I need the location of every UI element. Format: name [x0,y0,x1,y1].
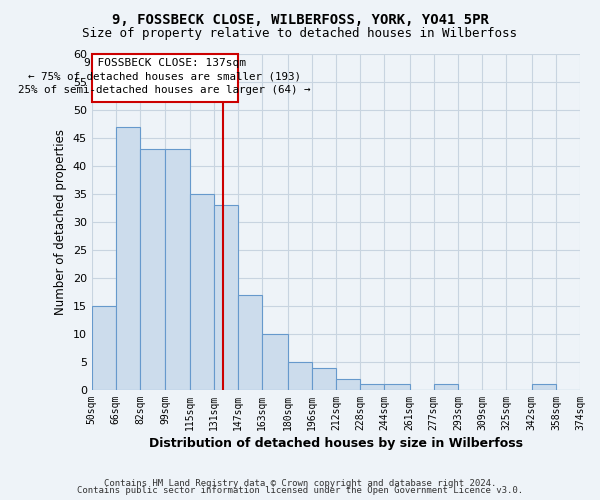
Text: Size of property relative to detached houses in Wilberfoss: Size of property relative to detached ho… [83,28,517,40]
X-axis label: Distribution of detached houses by size in Wilberfoss: Distribution of detached houses by size … [149,437,523,450]
Bar [384,384,410,390]
Bar [238,295,262,390]
Bar [116,127,140,390]
Bar [360,384,384,390]
Text: Contains HM Land Registry data © Crown copyright and database right 2024.: Contains HM Land Registry data © Crown c… [104,478,496,488]
Text: ← 75% of detached houses are smaller (193): ← 75% of detached houses are smaller (19… [28,72,301,82]
Text: 9 FOSSBECK CLOSE: 137sqm: 9 FOSSBECK CLOSE: 137sqm [84,58,246,68]
Bar [214,205,238,390]
FancyBboxPatch shape [92,54,238,102]
Text: Contains public sector information licensed under the Open Government Licence v3: Contains public sector information licen… [77,486,523,495]
Y-axis label: Number of detached properties: Number of detached properties [54,129,67,315]
Bar [92,306,116,390]
Bar [190,194,214,390]
Bar [262,334,287,390]
Bar [312,368,336,390]
Text: 9, FOSSBECK CLOSE, WILBERFOSS, YORK, YO41 5PR: 9, FOSSBECK CLOSE, WILBERFOSS, YORK, YO4… [112,12,488,26]
Bar [434,384,458,390]
Bar [166,149,190,390]
Bar [532,384,556,390]
Bar [287,362,312,390]
Bar [336,378,360,390]
Bar [140,149,166,390]
Text: 25% of semi-detached houses are larger (64) →: 25% of semi-detached houses are larger (… [19,85,311,95]
